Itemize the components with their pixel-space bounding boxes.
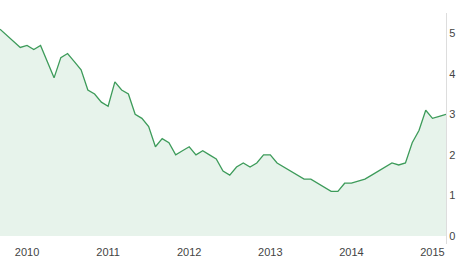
svg-text:2011: 2011 [96, 246, 120, 258]
svg-text:5: 5 [449, 27, 455, 39]
svg-text:2010: 2010 [15, 246, 39, 258]
svg-text:2015: 2015 [420, 246, 444, 258]
svg-text:0: 0 [449, 230, 455, 242]
svg-text:2013: 2013 [258, 246, 282, 258]
svg-text:3: 3 [449, 108, 455, 120]
svg-text:1: 1 [449, 189, 455, 201]
svg-text:2014: 2014 [339, 246, 363, 258]
svg-text:2012: 2012 [177, 246, 201, 258]
svg-text:2: 2 [449, 149, 455, 161]
svg-text:4: 4 [449, 68, 455, 80]
